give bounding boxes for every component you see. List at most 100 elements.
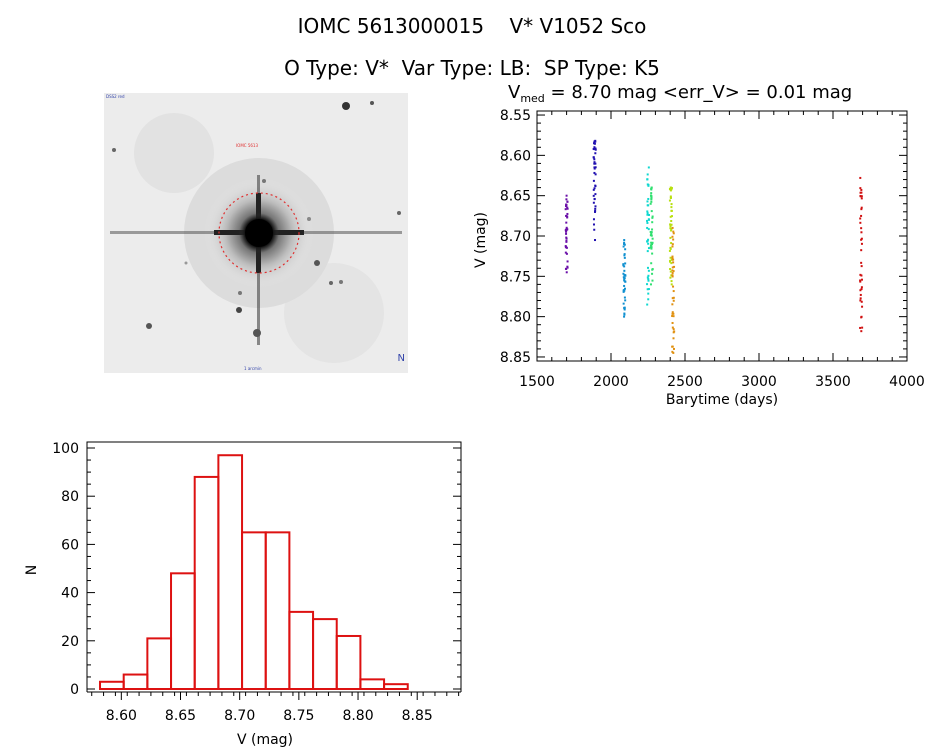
lc-point	[650, 196, 653, 199]
lc-point	[651, 216, 654, 219]
lc-point	[671, 271, 674, 274]
lc-point	[859, 176, 862, 179]
hist-bar	[217, 454, 244, 691]
lc-point	[565, 214, 568, 217]
lc-point	[650, 192, 653, 195]
lc-point	[669, 236, 672, 239]
lc-point	[646, 221, 649, 224]
lc-point	[650, 200, 653, 203]
lc-point	[650, 231, 653, 234]
lc-point	[646, 213, 649, 216]
lightcurve-ylabel: V (mag)	[473, 212, 489, 268]
lc-point	[566, 260, 569, 263]
sky-image: DSS2 red IOMC 5613 1 arcmin N	[104, 93, 408, 373]
lc-point	[670, 280, 673, 283]
lc-point	[565, 205, 568, 208]
lc-point	[860, 231, 863, 234]
hist-bar	[99, 680, 125, 691]
lc-point	[670, 262, 673, 265]
lc-point	[623, 241, 626, 244]
lc-point	[647, 238, 650, 241]
lc-point	[565, 246, 568, 249]
lc-point	[860, 206, 863, 209]
lc-point	[593, 162, 596, 165]
hist-xtick-label: 8.85	[402, 708, 433, 724]
lc-point	[669, 225, 672, 228]
lc-point	[646, 303, 649, 306]
lc-point	[672, 296, 675, 299]
north-arrow-label: N	[398, 353, 405, 364]
lc-point	[669, 196, 672, 199]
lc-point	[669, 246, 672, 249]
lc-point	[593, 198, 596, 201]
lc-point	[859, 297, 862, 300]
lightcurve-plot: 1500 2000 2500 3000 3500 4000 8.55 8.60 8.65 8.70…	[473, 108, 925, 408]
lc-point	[646, 173, 649, 176]
lc-point	[650, 241, 653, 244]
lc-point	[669, 215, 672, 218]
lc-point	[623, 254, 626, 257]
vmed-symbol: V	[508, 82, 521, 103]
lc-point	[622, 245, 625, 248]
lc-point	[566, 200, 569, 203]
lc-point	[622, 302, 625, 305]
hist-bar	[170, 572, 196, 691]
lc-point	[624, 287, 627, 290]
lc-point	[622, 272, 625, 275]
lc-point	[859, 293, 862, 296]
lc-point	[623, 265, 626, 268]
lc-point	[565, 194, 568, 197]
lc-series-s8	[859, 176, 864, 333]
hist-ytick-label: 80	[61, 489, 79, 505]
lc-point	[593, 161, 596, 164]
lc-point	[668, 187, 671, 190]
lc-ytick-label: 8.85	[500, 350, 531, 366]
lc-point	[565, 237, 568, 240]
lc-point	[670, 258, 673, 261]
lc-point	[651, 215, 654, 218]
lc-point	[672, 351, 675, 354]
lc-point	[651, 241, 654, 244]
lc-point	[623, 269, 626, 272]
lc-point	[860, 227, 863, 230]
lc-point	[647, 269, 650, 272]
lc-point	[670, 228, 673, 231]
lc-point	[566, 215, 569, 218]
lc-xtick-label: 4000	[889, 374, 925, 390]
lc-point	[860, 197, 863, 200]
lc-point	[860, 274, 863, 277]
lc-point	[623, 256, 626, 259]
lc-point	[646, 283, 649, 286]
lc-point	[647, 279, 650, 282]
lc-point	[647, 292, 650, 295]
lc-point	[592, 156, 595, 159]
hist-bar	[241, 531, 267, 690]
lc-point	[671, 350, 674, 353]
lc-point	[670, 283, 673, 286]
hist-ytick-label: 40	[61, 586, 79, 602]
hist-bar	[122, 673, 149, 690]
hist-bar	[264, 531, 291, 690]
lc-point	[593, 146, 596, 149]
lc-point	[859, 280, 862, 283]
lc-point	[671, 275, 674, 278]
lc-point	[592, 179, 595, 182]
lc-point	[672, 285, 675, 288]
lc-point	[860, 278, 863, 281]
lc-point	[646, 183, 649, 186]
lc-point	[623, 307, 626, 310]
lc-point	[647, 166, 650, 169]
lc-point	[646, 210, 649, 213]
lc-point	[622, 276, 625, 279]
lc-point	[669, 270, 672, 273]
lc-point	[671, 321, 674, 324]
lc-point	[670, 229, 673, 232]
lc-point	[670, 274, 673, 277]
lc-point	[651, 237, 654, 240]
lc-point	[670, 242, 673, 245]
lc-point	[647, 274, 650, 277]
lc-point	[672, 347, 675, 350]
lc-point	[860, 300, 863, 303]
lc-point	[859, 279, 862, 282]
